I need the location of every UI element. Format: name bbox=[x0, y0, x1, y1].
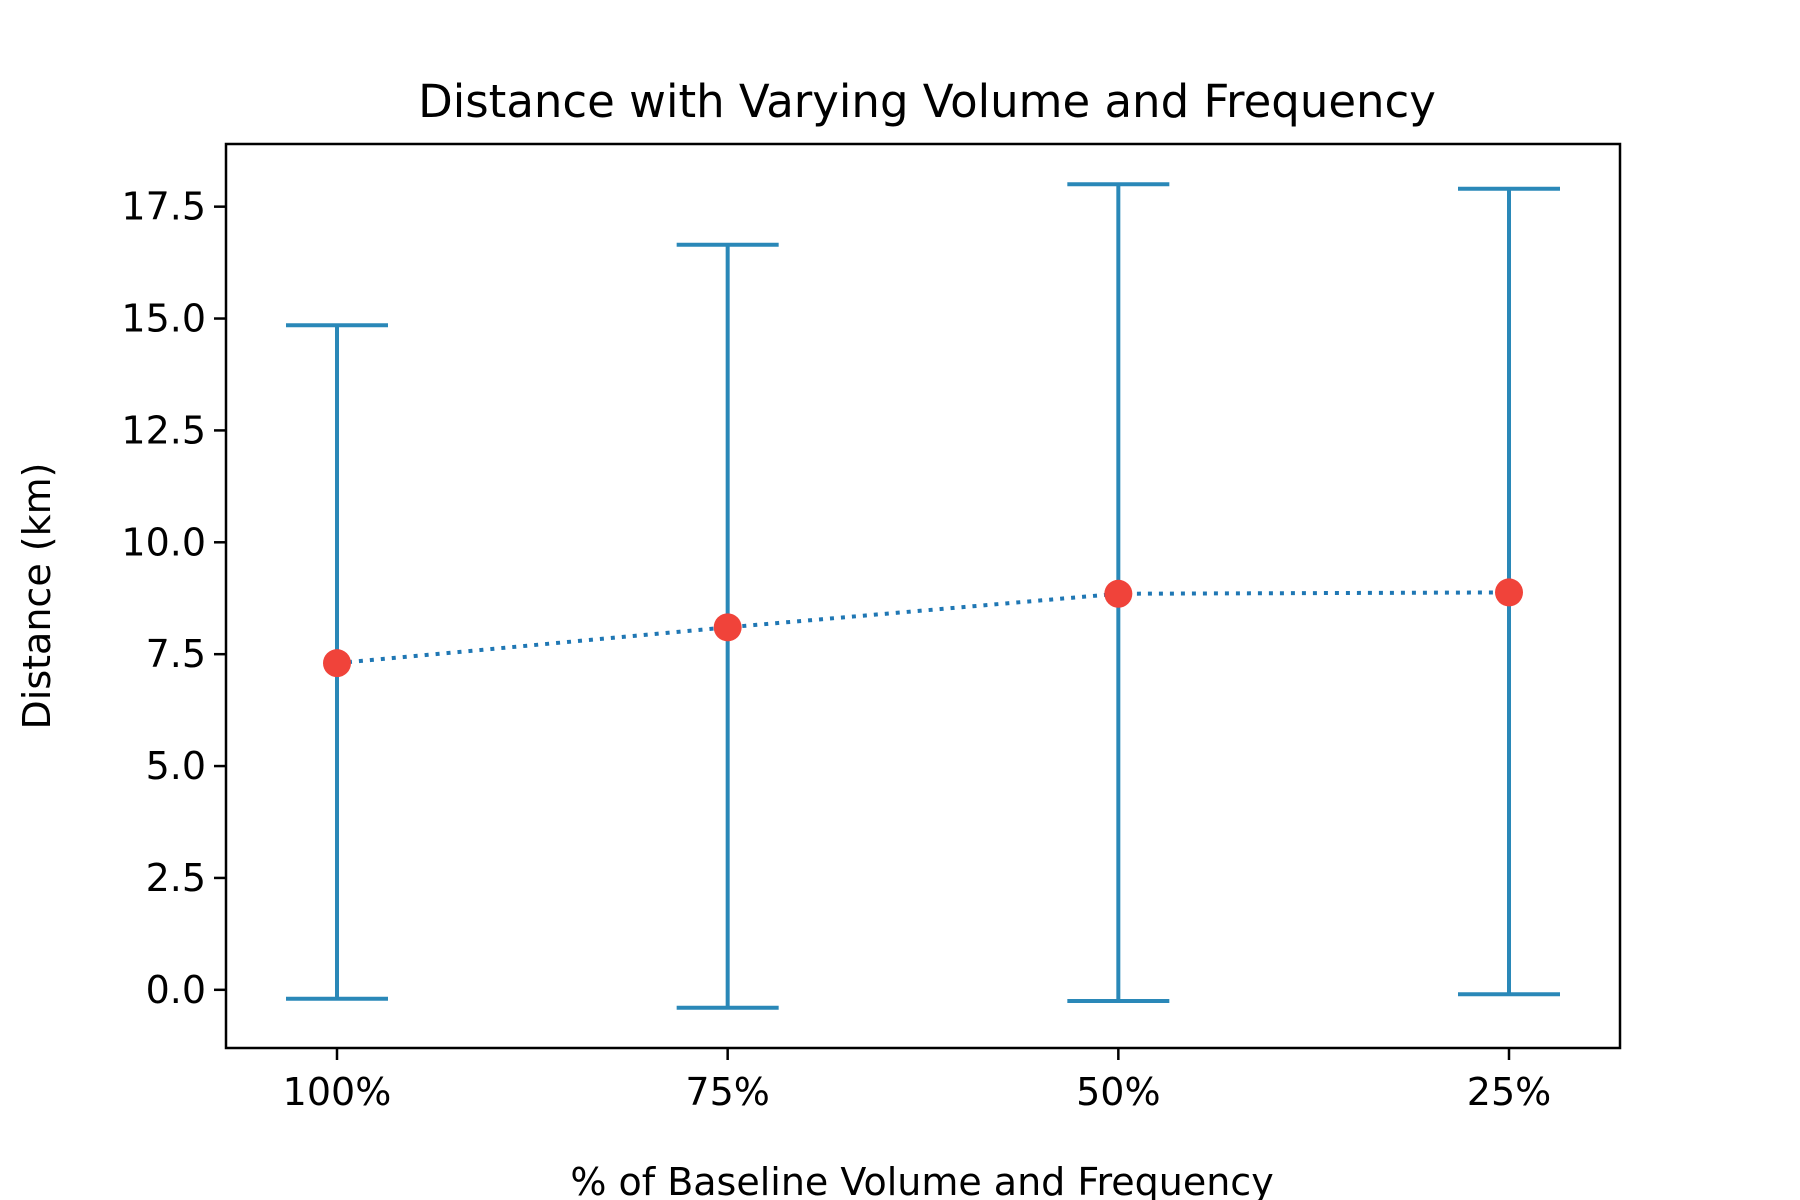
data-point bbox=[1104, 579, 1133, 608]
y-tick-label: 5.0 bbox=[146, 744, 206, 788]
x-tick-label: 50% bbox=[1076, 1070, 1160, 1114]
y-tick-label: 17.5 bbox=[121, 185, 206, 229]
data-point bbox=[323, 649, 351, 678]
y-tick-label: 12.5 bbox=[121, 408, 206, 452]
y-tick-label: 0.0 bbox=[146, 968, 206, 1012]
y-axis: 0.0 2.5 5.0 7.5 10.0 12.5 15.0 17.5 bbox=[121, 185, 226, 1012]
x-tick-label: 75% bbox=[685, 1070, 769, 1114]
x-tick-label: 100% bbox=[283, 1070, 392, 1114]
chart-title: Distance with Varying Volume and Frequen… bbox=[418, 75, 1436, 128]
y-tick-label: 10.0 bbox=[121, 520, 206, 564]
y-tick-label: 7.5 bbox=[146, 632, 206, 676]
series-line bbox=[336, 590, 1510, 666]
plot-frame bbox=[224, 142, 1622, 1050]
y-axis-title: Distance (km) bbox=[15, 463, 59, 730]
data-point bbox=[1495, 578, 1523, 607]
x-axis-title: % of Baseline Volume and Frequency bbox=[570, 1160, 1273, 1200]
data-point bbox=[713, 613, 742, 642]
x-tick-label: 25% bbox=[1467, 1070, 1551, 1114]
y-tick-label: 15.0 bbox=[121, 297, 206, 341]
plot-area bbox=[286, 182, 1560, 1010]
x-axis: 100% 75% 50% 25% bbox=[283, 1048, 1551, 1114]
y-tick-label: 2.5 bbox=[146, 856, 206, 900]
